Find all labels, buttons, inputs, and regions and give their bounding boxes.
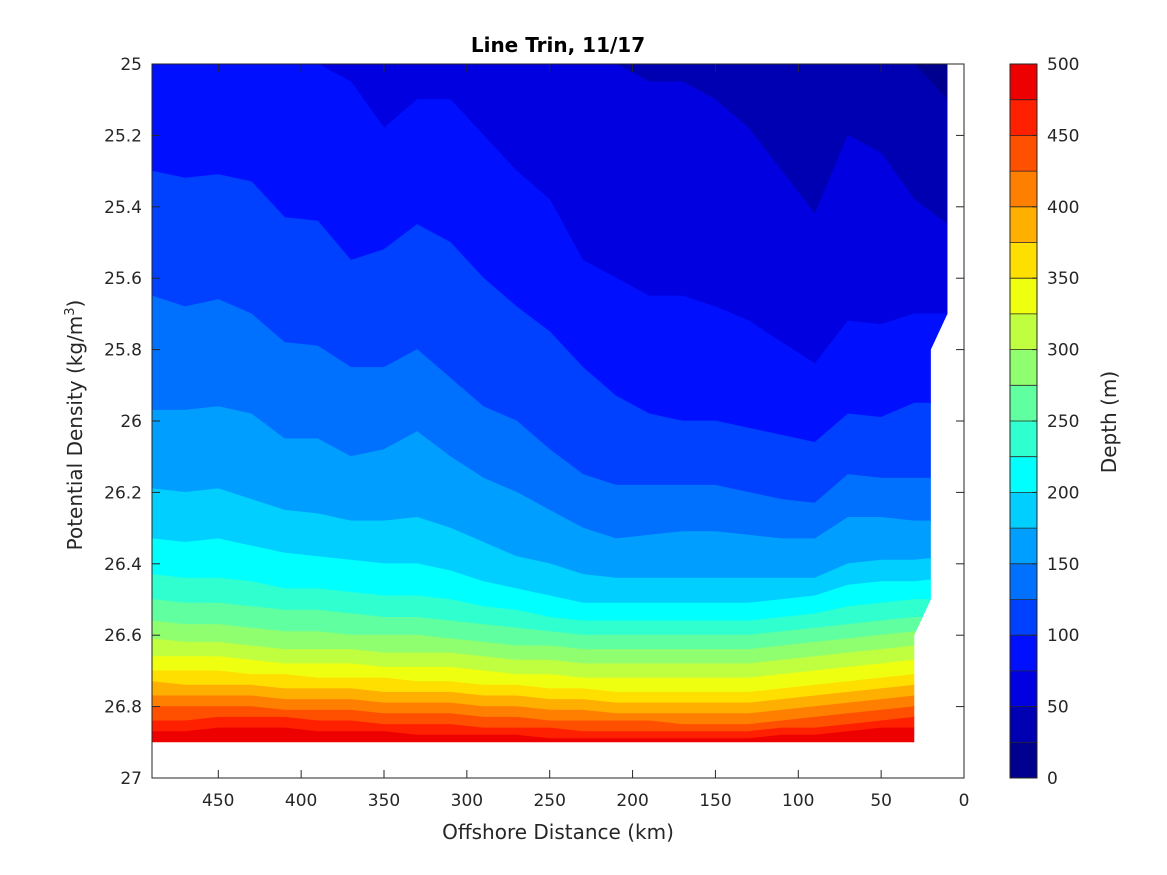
x-tick-label: 250 [533,791,565,811]
x-tick-label: 300 [451,791,483,811]
y-tick-label: 26.4 [104,555,142,575]
y-tick-label: 26 [120,412,142,432]
x-tick-label: 400 [285,791,317,811]
colorbar-band-15 [1010,206,1037,243]
colorbar-tick-label: 350 [1047,269,1079,289]
x-tick-label: 150 [699,791,731,811]
y-tick-label: 27 [120,769,142,789]
colorbar-band-10 [1010,385,1037,422]
y-axis: 25 25.2 25.4 25.6 25.8 26 26.2 26.4 26.6 26.8 27 [104,55,964,789]
y-tick-label: 25.8 [104,341,142,361]
colorbar-tick-label: 0 [1047,769,1058,789]
y-axis-title-main: Potential Density (kg/m [63,316,87,551]
colorbar-band-0 [1010,742,1037,779]
colorbar: 0 50 100 150 200 250 300 350 400 450 500 Depth (m) [1009,55,1121,789]
colorbar-axis: 0 50 100 150 200 250 300 350 400 450 500 [1032,55,1079,789]
colorbar-tick-label: 250 [1047,412,1079,432]
colorbar-band-4 [1010,599,1037,636]
y-axis-title-superscript: 3 [63,307,78,315]
chart-title: Line Trin, 11/17 [471,33,645,57]
colorbar-band-11 [1010,349,1037,386]
colorbar-band-3 [1010,635,1037,672]
colorbar-tick-label: 450 [1047,126,1079,146]
colorbar-band-12 [1010,313,1037,351]
colorbar-tick-label: 100 [1047,626,1079,646]
y-axis-title: Potential Density (kg/m3) [63,300,87,551]
x-tick-label: 0 [959,791,970,811]
colorbar-band-13 [1010,278,1037,315]
colorbar-title: Depth (m) [1097,371,1121,473]
x-axis-title: Offshore Distance (km) [442,820,674,844]
x-tick-label: 100 [782,791,814,811]
colorbar-band-8 [1010,456,1037,493]
x-tick-label: 50 [870,791,892,811]
colorbar-band-1 [1010,706,1037,743]
colorbar-tick-label: 300 [1047,341,1079,361]
y-tick-label: 26.6 [104,626,142,646]
contour-bands [152,64,948,743]
plot-area: 450 400 350 300 250 200 150 100 50 0 2525.225.425… [104,55,969,811]
colorbar-band-17 [1010,135,1037,172]
y-tick-label: 25.2 [104,126,142,146]
y-tick-label: 25 [120,55,142,75]
colorbar-tick-label: 400 [1047,198,1079,218]
colorbar-band-18 [1010,99,1037,136]
colorbar-band-7 [1010,492,1037,529]
colorbar-band-16 [1010,171,1037,208]
y-tick-label: 25.4 [104,198,142,218]
colorbar-band-2 [1010,670,1037,708]
y-tick-label: 25.6 [104,269,142,289]
y-axis-title-close: ) [63,300,87,308]
colorbar-band-14 [1010,242,1037,279]
colorbar-band-9 [1010,421,1037,458]
x-tick-label: 200 [616,791,648,811]
colorbar-tick-label: 150 [1047,555,1079,575]
x-tick-label: 450 [202,791,234,811]
colorbar-tick-label: 500 [1047,55,1079,75]
x-tick-label: 350 [368,791,400,811]
colorbar-tick-label: 200 [1047,483,1079,503]
colorbar-tick-label: 50 [1047,698,1069,718]
y-tick-label: 26.2 [104,483,142,503]
colorbar-band-5 [1010,563,1037,600]
contour-band-19 [152,727,948,743]
colorbar-band-19 [1010,64,1037,101]
x-axis: 450 400 350 300 250 200 150 100 50 0 [202,64,969,811]
colorbar-band-6 [1010,528,1037,565]
y-tick-label: 26.8 [104,698,142,718]
